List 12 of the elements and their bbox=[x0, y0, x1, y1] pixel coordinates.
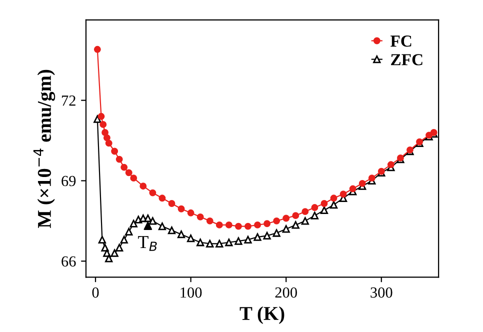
annotation: T$_{B}$ bbox=[138, 236, 157, 251]
y-tick-label: 72 bbox=[62, 96, 76, 106]
y-tick-label: 69 bbox=[62, 176, 76, 186]
y-tick-label: 66 bbox=[62, 256, 76, 267]
y-axis-title: M (×10$^{−4}$ emu/gm) bbox=[33, 70, 56, 228]
x-axis-title: T (K) bbox=[240, 306, 284, 324]
legend-label: ZFC bbox=[391, 54, 422, 66]
x-tick-label: 300 bbox=[370, 287, 392, 298]
x-tick-label: 0 bbox=[92, 287, 99, 298]
legend-label: FC bbox=[390, 36, 412, 47]
x-tick-label: 100 bbox=[180, 287, 202, 298]
x-tick-label: 200 bbox=[275, 287, 297, 298]
